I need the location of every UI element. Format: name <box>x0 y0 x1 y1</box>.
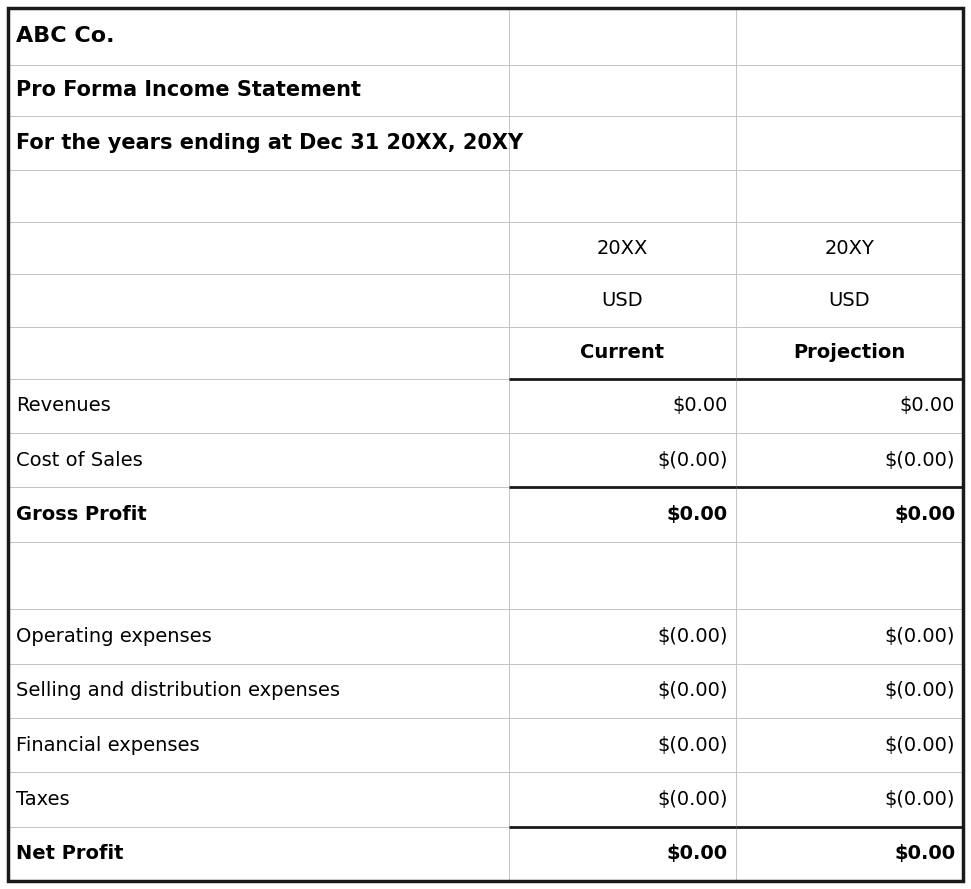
Bar <box>8 326 510 379</box>
Bar <box>8 170 510 222</box>
Text: $(0.00): $(0.00) <box>657 735 728 755</box>
Bar <box>510 433 736 487</box>
Text: Taxes: Taxes <box>16 790 69 809</box>
Text: Current: Current <box>581 343 664 362</box>
Bar <box>736 487 963 541</box>
Bar <box>736 275 963 326</box>
Bar <box>736 541 963 609</box>
Text: Financial expenses: Financial expenses <box>16 735 199 755</box>
Bar <box>8 433 510 487</box>
Text: $(0.00): $(0.00) <box>657 627 728 646</box>
Text: 20XY: 20XY <box>824 239 874 258</box>
Bar <box>510 827 736 881</box>
Text: $0.00: $0.00 <box>900 396 955 415</box>
Bar <box>510 718 736 773</box>
Text: $0.00: $0.00 <box>667 845 728 863</box>
Text: Selling and distribution expenses: Selling and distribution expenses <box>16 681 340 701</box>
Text: 20XX: 20XX <box>597 239 649 258</box>
Text: $(0.00): $(0.00) <box>885 627 955 646</box>
Text: $(0.00): $(0.00) <box>657 790 728 809</box>
Bar <box>510 222 736 275</box>
Bar <box>510 170 736 222</box>
Text: ABC Co.: ABC Co. <box>16 27 115 46</box>
Bar <box>510 773 736 827</box>
Bar <box>510 663 736 718</box>
Text: $(0.00): $(0.00) <box>885 735 955 755</box>
Bar <box>736 8 963 65</box>
Text: Cost of Sales: Cost of Sales <box>16 451 143 469</box>
Bar <box>736 827 963 881</box>
Text: $0.00: $0.00 <box>673 396 728 415</box>
Bar <box>8 609 510 663</box>
Bar <box>510 609 736 663</box>
Bar <box>510 379 736 433</box>
Bar <box>510 116 736 170</box>
Bar <box>736 773 963 827</box>
Bar <box>8 379 510 433</box>
Bar <box>510 275 736 326</box>
Bar <box>8 116 510 170</box>
Bar <box>736 65 963 116</box>
Bar <box>8 718 510 773</box>
Bar <box>8 487 510 541</box>
Bar <box>8 222 510 275</box>
Bar <box>736 718 963 773</box>
Bar <box>736 222 963 275</box>
Bar <box>736 663 963 718</box>
Text: Gross Profit: Gross Profit <box>16 505 147 525</box>
Text: $(0.00): $(0.00) <box>885 681 955 701</box>
Bar <box>8 663 510 718</box>
Bar <box>8 8 510 65</box>
Text: $(0.00): $(0.00) <box>885 790 955 809</box>
Bar <box>736 379 963 433</box>
Text: $0.00: $0.00 <box>894 505 955 525</box>
Text: Pro Forma Income Statement: Pro Forma Income Statement <box>16 80 361 100</box>
Text: Operating expenses: Operating expenses <box>16 627 212 646</box>
Bar <box>8 773 510 827</box>
Text: $(0.00): $(0.00) <box>657 681 728 701</box>
Text: $(0.00): $(0.00) <box>885 451 955 469</box>
Text: $(0.00): $(0.00) <box>657 451 728 469</box>
Text: Net Profit: Net Profit <box>16 845 123 863</box>
Text: Revenues: Revenues <box>16 396 111 415</box>
Text: USD: USD <box>828 291 870 310</box>
Bar <box>510 541 736 609</box>
Bar <box>510 8 736 65</box>
Bar <box>736 170 963 222</box>
Bar <box>8 827 510 881</box>
Bar <box>736 433 963 487</box>
Bar <box>8 275 510 326</box>
Text: $0.00: $0.00 <box>894 845 955 863</box>
Bar <box>736 116 963 170</box>
Text: USD: USD <box>602 291 644 310</box>
Text: For the years ending at Dec 31 20XX, 20XY: For the years ending at Dec 31 20XX, 20X… <box>16 132 523 153</box>
Bar <box>510 487 736 541</box>
Text: Projection: Projection <box>793 343 906 362</box>
Bar <box>510 326 736 379</box>
Bar <box>8 541 510 609</box>
Bar <box>736 326 963 379</box>
Bar <box>736 609 963 663</box>
Text: $0.00: $0.00 <box>667 505 728 525</box>
Bar <box>8 65 510 116</box>
Bar <box>510 65 736 116</box>
